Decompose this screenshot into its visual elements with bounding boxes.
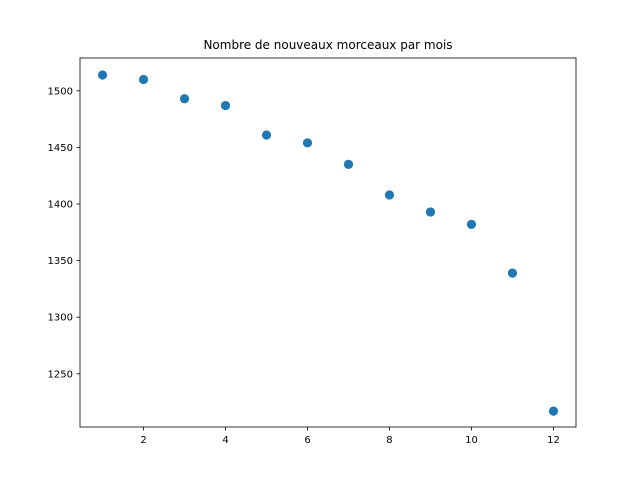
data-point (261, 130, 272, 140)
x-tick-label: 10 (465, 435, 478, 446)
data-point (384, 190, 395, 200)
y-tick-label: 1250 (48, 369, 73, 380)
y-tick-label: 1300 (48, 313, 73, 324)
data-point (302, 138, 313, 148)
x-axis: 2 4 6 8 10 12 (140, 427, 560, 446)
x-tick-label: 12 (547, 435, 560, 446)
data-point (425, 207, 436, 217)
data-point (138, 74, 149, 85)
y-tick-label: 1500 (48, 86, 73, 97)
y-tick-label: 1450 (48, 143, 73, 154)
x-tick-label: 6 (304, 435, 310, 446)
data-point (507, 268, 518, 278)
y-tick-label: 1350 (48, 256, 73, 267)
y-tick-label: 1400 (48, 200, 73, 211)
data-point (548, 406, 559, 416)
data-point (97, 70, 108, 80)
data-point (343, 159, 354, 169)
y-axis: 1250 1300 1350 1400 1450 1500 (48, 86, 80, 380)
chart-title: Nombre de nouveaux morceaux par mois (203, 38, 452, 52)
data-points (97, 70, 559, 416)
plot-area (79, 57, 577, 428)
data-point (466, 219, 477, 229)
data-point (220, 100, 231, 111)
x-tick-label: 8 (386, 435, 392, 446)
x-tick-label: 2 (140, 435, 146, 446)
x-tick-label: 4 (222, 435, 228, 446)
data-point (179, 94, 190, 104)
